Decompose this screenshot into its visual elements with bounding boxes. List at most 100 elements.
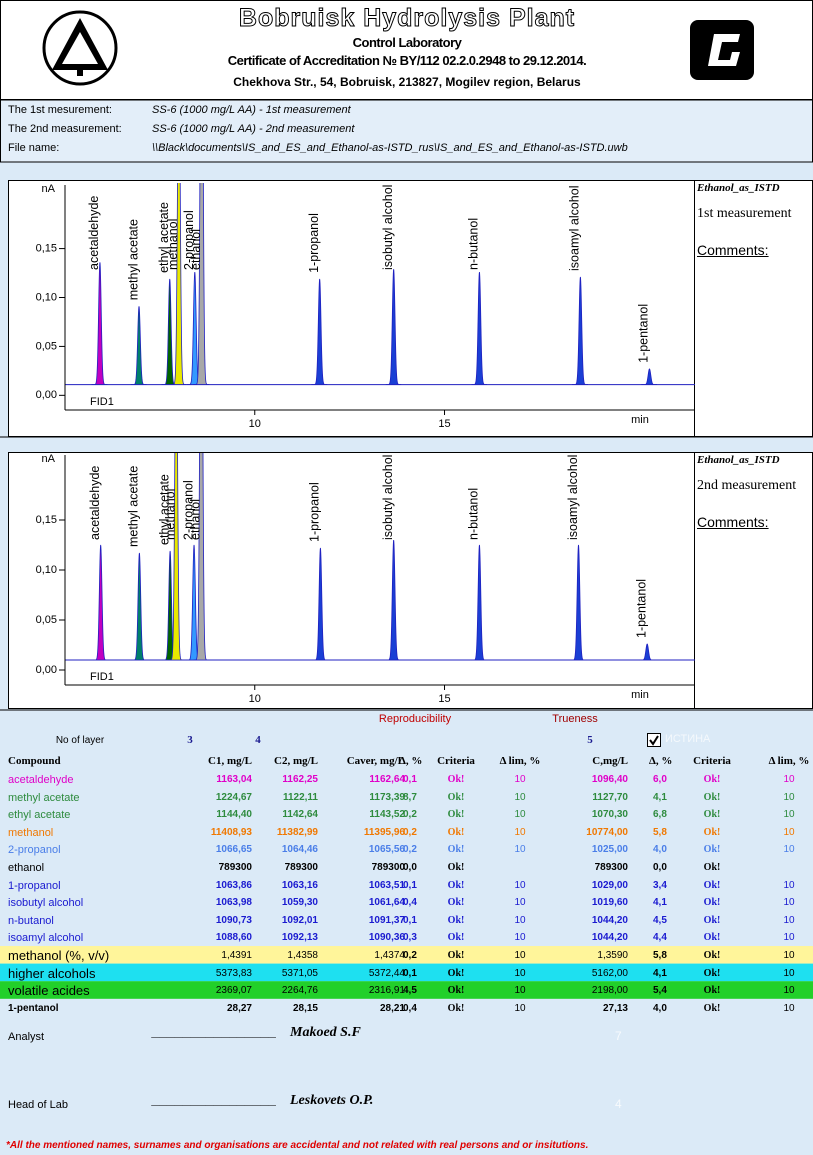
table-cell: 10 xyxy=(783,774,795,785)
table-cell: Ok! xyxy=(447,897,465,909)
table-cell: 10 xyxy=(514,809,526,821)
peak-label: 1-pentanol xyxy=(634,579,648,638)
y-tick-label: 0,15 xyxy=(36,242,57,254)
table-cell: 1090,36 xyxy=(368,932,405,944)
table-cell: Ok! xyxy=(703,844,721,856)
table-cell: 1092,13 xyxy=(281,932,318,944)
column-header: Criteria xyxy=(437,755,475,767)
table-cell: 6,0 xyxy=(653,774,667,785)
group-header: Trueness xyxy=(552,713,598,725)
table-cell: 10 xyxy=(514,774,526,785)
x-tick-label: 10 xyxy=(249,693,261,705)
compound-name: acetaldehyde xyxy=(8,774,74,786)
y-tick-label: 0,00 xyxy=(36,389,57,401)
layer-number: 3 xyxy=(187,734,193,746)
checkbox[interactable] xyxy=(647,733,661,747)
table-cell: 4,4 xyxy=(653,932,667,944)
address: Chekhova Str., 54, Bobruisk, 213827, Mog… xyxy=(233,75,581,89)
table-cell: 1092,01 xyxy=(281,914,318,926)
compound-name: 2-propanol xyxy=(8,844,61,857)
table-cell: 1066,65 xyxy=(215,844,252,856)
compound-name: methanol xyxy=(8,826,54,839)
table-cell: 10 xyxy=(783,1002,795,1014)
compound-name: isoamyl alcohol xyxy=(8,932,84,945)
accreditation: Certificate of Accreditation № BY/112 02… xyxy=(227,53,587,68)
signature-name: Leskovets O.P. xyxy=(290,1093,374,1108)
y-tick-label: 0,00 xyxy=(36,664,57,676)
compound-name: isobutyl alcohol xyxy=(8,897,84,910)
table-cell: 10 xyxy=(514,950,526,961)
table-cell: 1173,39 xyxy=(369,791,405,803)
comments-label: Comments: xyxy=(697,242,769,258)
peak-label: acetaldehyde xyxy=(87,196,101,270)
table-cell: 10 xyxy=(783,985,795,997)
peak-label: methyl acetate xyxy=(127,466,141,547)
table-cell: 789300 xyxy=(218,862,252,873)
compound-name: ethanol xyxy=(8,862,45,874)
peak xyxy=(193,183,210,385)
table-cell: 5373,83 xyxy=(215,967,252,979)
table-cell: Ok! xyxy=(447,985,465,997)
table-cell: 27,13 xyxy=(602,1002,628,1014)
table-cell: 1019,60 xyxy=(591,897,628,909)
peak xyxy=(386,539,402,661)
table-cell: Ok! xyxy=(703,967,721,979)
table-cell: 10 xyxy=(514,844,526,856)
subtitle: Control Laboratory xyxy=(352,35,462,50)
table-cell: 3,4 xyxy=(653,879,667,891)
table-cell: 1162,25 xyxy=(282,774,318,785)
comments-label: Comments: xyxy=(697,514,769,530)
peak xyxy=(311,278,328,385)
table-cell: 1091,37 xyxy=(368,914,405,926)
table-cell: Ok! xyxy=(447,826,465,838)
y-unit: nA xyxy=(42,183,56,195)
table-cell: Ok! xyxy=(447,914,465,926)
table-cell: 0,2 xyxy=(403,950,417,961)
table-cell: 10 xyxy=(514,932,526,944)
signature-line: ________________ xyxy=(152,1091,277,1107)
table-cell: Ok! xyxy=(703,791,721,803)
compound-name: higher alcohols xyxy=(8,965,96,981)
peak xyxy=(639,643,655,661)
layer-number: 4 xyxy=(255,734,261,746)
compound-name: ethyl acetate xyxy=(8,809,71,822)
peak xyxy=(385,269,402,385)
peak-label: isoamyl alcohol xyxy=(568,185,582,270)
table-cell: 1063,16 xyxy=(281,879,318,891)
table-cell: 1,3590 xyxy=(597,950,628,961)
table-cell: 10 xyxy=(783,844,795,856)
layer-number: 5 xyxy=(587,734,593,746)
table-cell: 28,15 xyxy=(292,1002,318,1014)
column-header: Criteria xyxy=(693,755,731,767)
x-tick-label: 15 xyxy=(438,693,450,705)
table-cell: 10774,00 xyxy=(586,826,628,838)
table-cell: Ok! xyxy=(703,1002,721,1014)
table-cell: 10 xyxy=(783,914,795,926)
table-cell: 1142,64 xyxy=(282,809,318,821)
table-cell: Ok! xyxy=(703,985,721,997)
info-box xyxy=(0,99,813,163)
table-cell: 5371,05 xyxy=(281,967,318,979)
table-cell: 0,0 xyxy=(403,862,417,873)
plot-area: acetaldehyde methyl acetate ethyl acetatem… xyxy=(65,183,695,386)
table-cell: 2316,91 xyxy=(368,985,405,997)
column-header: C2, mg/L xyxy=(274,755,318,767)
table-cell: 0,0 xyxy=(653,862,667,873)
y-tick-label: 0,05 xyxy=(36,614,57,626)
peak-label: 1-pentanol xyxy=(637,304,651,363)
column-header: C,mg/L xyxy=(592,755,628,767)
compound-name: 1-propanol xyxy=(8,879,61,892)
table-cell: 4,1 xyxy=(653,791,667,803)
peak xyxy=(571,276,588,385)
table-cell: 1122,11 xyxy=(282,791,318,803)
table-cell: 2369,07 xyxy=(215,985,252,997)
peak-label: ethyl acetate xyxy=(157,474,171,545)
method-name: Ethanol_as_ISTD xyxy=(697,454,780,466)
peak xyxy=(570,544,587,661)
row-highlight xyxy=(0,963,813,982)
table-cell: 5372,44 xyxy=(368,967,405,979)
table-cell: 0,1 xyxy=(403,879,417,891)
info-value: SS-6 (1000 mg/L AA) - 1st measurement xyxy=(152,104,351,116)
table-cell: 8,7 xyxy=(403,791,417,803)
